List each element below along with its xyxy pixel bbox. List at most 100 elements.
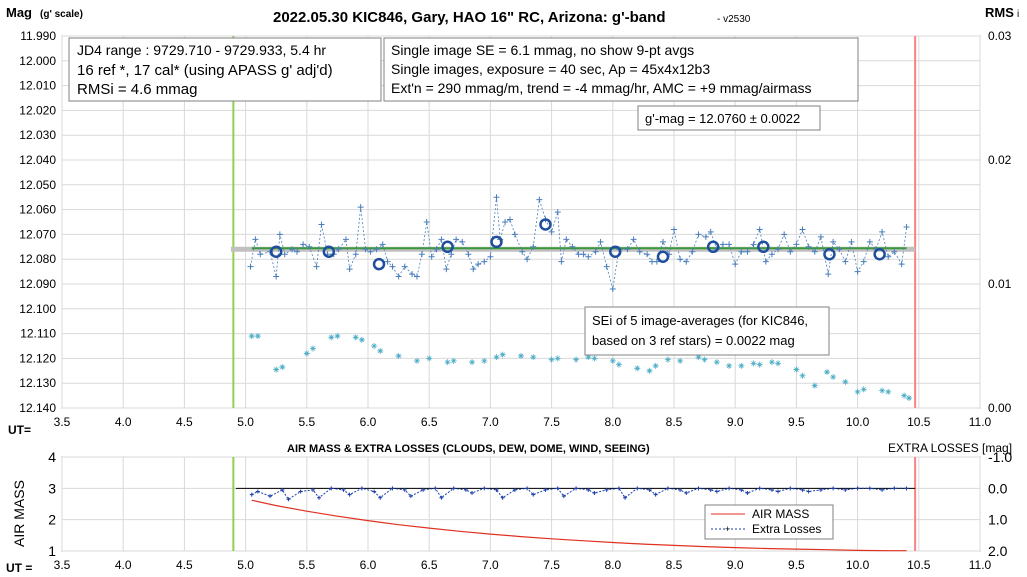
top-y-tick-label: 12.020 bbox=[19, 103, 56, 117]
extra-losses-point bbox=[249, 492, 254, 497]
single-image-point bbox=[585, 253, 592, 260]
average-point bbox=[757, 240, 770, 254]
single-image-point bbox=[300, 241, 307, 248]
top-ylabel-left-sub: (g' scale) bbox=[40, 9, 83, 20]
info-mid-line-2: Single images, exposure = 40 sec, Ap = 4… bbox=[391, 61, 710, 77]
average-point bbox=[608, 245, 622, 259]
average-point bbox=[322, 245, 336, 259]
chart-version: - v2530 bbox=[717, 14, 751, 25]
single-image-point bbox=[805, 243, 812, 250]
bottom-y-tick-label: 3 bbox=[48, 480, 56, 496]
extra-losses-point bbox=[341, 487, 346, 492]
info-left-line-1: JD4 range : 9729.710 - 9729.933, 5.4 hr bbox=[77, 42, 326, 58]
rms-point bbox=[573, 356, 580, 363]
single-image-point bbox=[448, 251, 455, 258]
single-image-point bbox=[257, 251, 264, 258]
rms-point bbox=[842, 378, 849, 385]
top-x-tick-label: 9.0 bbox=[727, 415, 744, 429]
single-image-point bbox=[438, 236, 445, 243]
extra-losses-point bbox=[708, 487, 713, 492]
single-image-point bbox=[276, 231, 283, 238]
average-point bbox=[706, 240, 720, 254]
top-x-tick-label: 10.0 bbox=[846, 415, 870, 429]
bottom-legend: AIR MASS + Extra Losses bbox=[704, 504, 834, 540]
info-mid-box: Single image SE = 6.1 mmag, no show 9-pt… bbox=[383, 37, 859, 102]
extra-losses-point bbox=[451, 486, 456, 491]
average-point bbox=[823, 247, 836, 261]
rms-point bbox=[750, 360, 757, 367]
rms-point bbox=[395, 352, 402, 359]
extra-losses-point bbox=[806, 489, 811, 494]
extra-losses-point bbox=[696, 486, 701, 491]
top-x-tick-label: 4.0 bbox=[115, 415, 132, 429]
single-image-point bbox=[762, 258, 769, 265]
rms-point bbox=[768, 359, 775, 366]
extra-losses-point bbox=[623, 495, 628, 500]
single-image-point bbox=[346, 266, 353, 273]
rms-point bbox=[585, 354, 592, 361]
top-y-right-tick-label: 0.01 bbox=[988, 277, 1012, 291]
gmag-box: g'-mag = 12.0760 ± 0.0022 bbox=[637, 105, 821, 131]
extra-losses-point bbox=[402, 487, 407, 492]
single-image-point bbox=[719, 241, 726, 248]
bottom-x-tick-label: 5.5 bbox=[298, 558, 315, 572]
extra-losses-point bbox=[635, 486, 640, 491]
single-image-point bbox=[744, 248, 751, 255]
single-image-point bbox=[799, 226, 806, 233]
extra-losses-point bbox=[525, 486, 530, 491]
single-image-point bbox=[548, 228, 555, 235]
average-point bbox=[873, 247, 886, 261]
top-y-tick-label: 12.050 bbox=[19, 178, 56, 192]
top-y-tick-label: 12.080 bbox=[19, 252, 56, 266]
single-image-point bbox=[756, 226, 763, 233]
rms-point bbox=[352, 334, 359, 341]
single-image-point bbox=[506, 216, 513, 223]
single-image-point bbox=[825, 271, 832, 278]
single-image-point bbox=[836, 246, 843, 253]
chart-title: 2022.05.30 KIC846, Gary, HAO 16" RC, Ari… bbox=[273, 9, 665, 26]
extra-losses-point bbox=[512, 487, 517, 492]
single-image-point bbox=[313, 263, 320, 270]
single-image-point bbox=[511, 231, 518, 238]
top-y-tick-label: 12.070 bbox=[19, 227, 56, 241]
top-x-tick-label: 4.5 bbox=[176, 415, 193, 429]
rms-point bbox=[518, 352, 524, 359]
airmass-line bbox=[251, 499, 907, 552]
single-image-point bbox=[903, 223, 910, 230]
bottom-x-tick-label: 10.0 bbox=[846, 558, 870, 572]
extra-losses-point bbox=[727, 486, 732, 491]
info-mid-line-1: Single image SE = 6.1 mmag, no show 9-pt… bbox=[391, 42, 694, 58]
bottom-x-tick-label: 7.0 bbox=[482, 558, 499, 572]
top-x-tick-label: 8.5 bbox=[666, 415, 683, 429]
rms-point bbox=[756, 361, 763, 368]
single-image-point bbox=[524, 256, 531, 263]
top-x-tick-label: 5.5 bbox=[298, 415, 315, 429]
rms-point bbox=[554, 355, 561, 362]
single-image-point bbox=[362, 246, 369, 253]
top-ylabel-right-sub: i bbox=[1017, 9, 1019, 20]
single-image-point bbox=[373, 246, 380, 253]
bottom-y-right-tick-label: 1.0 bbox=[988, 512, 1008, 528]
average-point bbox=[490, 235, 503, 249]
single-image-point bbox=[273, 273, 280, 280]
extra-losses-point bbox=[470, 491, 475, 496]
extra-losses-point bbox=[843, 487, 848, 492]
rms-point bbox=[830, 374, 837, 380]
rms-point bbox=[426, 355, 433, 362]
single-image-point bbox=[811, 248, 818, 255]
single-image-point bbox=[879, 228, 886, 235]
extra-losses-point bbox=[647, 487, 652, 492]
extra-losses-point bbox=[531, 492, 536, 497]
extra-losses-point bbox=[904, 486, 909, 491]
single-image-point bbox=[689, 248, 696, 255]
rms-point bbox=[775, 360, 782, 367]
sei-line-1: SEi of 5 image-averages (for KIC846, bbox=[592, 313, 808, 328]
legend-losses-label: Extra Losses bbox=[752, 522, 821, 536]
extra-losses-point bbox=[561, 494, 566, 499]
single-image-point bbox=[481, 258, 488, 265]
single-image-point bbox=[306, 243, 313, 250]
single-image-point bbox=[775, 246, 782, 253]
top-x-tick-label: 7.0 bbox=[482, 415, 499, 429]
rms-point bbox=[609, 357, 616, 364]
